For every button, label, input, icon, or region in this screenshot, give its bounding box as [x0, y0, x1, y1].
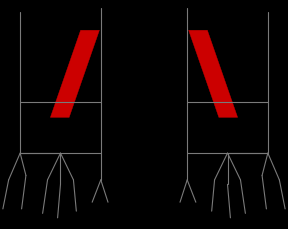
Polygon shape: [189, 31, 238, 118]
Polygon shape: [50, 31, 99, 118]
